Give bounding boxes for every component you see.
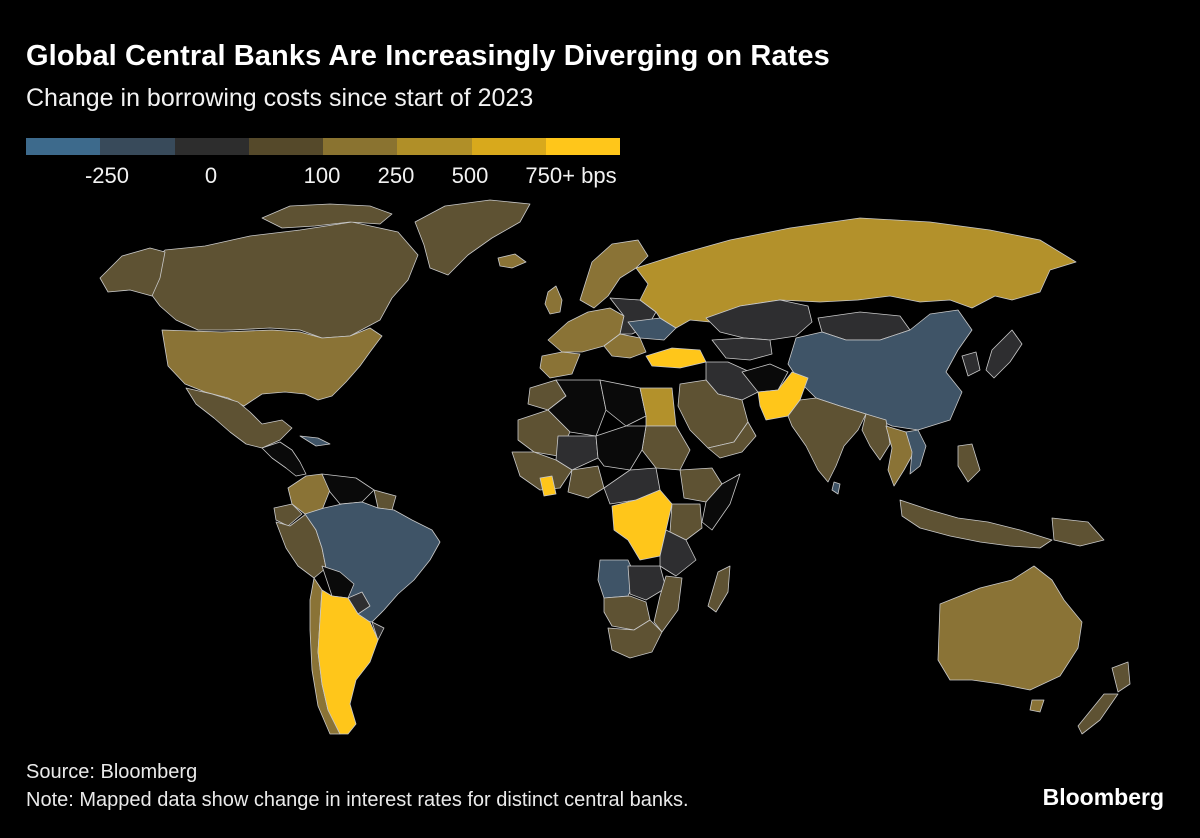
region-egypt <box>639 387 677 427</box>
region-sri-lanka <box>831 481 841 495</box>
region-arctic-islands <box>261 203 393 229</box>
region-mali <box>555 435 599 471</box>
region-south-africa <box>607 619 663 659</box>
legend-label-zero: 0 <box>204 163 218 188</box>
region-turkey <box>645 347 707 369</box>
region-uruguay <box>371 621 385 641</box>
region-philippines <box>957 443 981 483</box>
legend-label-100: 100 <box>303 163 341 188</box>
legend-swatch-8 <box>545 138 620 155</box>
region-central-america <box>261 441 307 477</box>
region-tanzania <box>659 529 697 577</box>
region-russia <box>635 217 1077 329</box>
region-canada <box>141 221 419 339</box>
region-libya <box>599 379 647 427</box>
region-iberia <box>539 351 581 379</box>
region-nigeria <box>567 465 605 499</box>
region-vietnam <box>905 429 927 475</box>
region-australia <box>937 565 1083 691</box>
legend-swatch-5 <box>323 138 398 155</box>
legend-swatch-3 <box>174 138 249 155</box>
region-balkans <box>603 333 647 359</box>
region-afghanistan <box>741 363 789 393</box>
chart-title: Global Central Banks Are Increasingly Di… <box>26 40 830 72</box>
region-bolivia <box>321 565 355 599</box>
region-ukraine <box>627 317 677 341</box>
legend-label-250: 250 <box>377 163 415 188</box>
legend-labels: -250 0 100 250 500 750+ bps <box>26 163 666 193</box>
region-tasmania <box>1029 699 1045 713</box>
region-zambia <box>627 565 667 601</box>
region-caribbean <box>299 435 331 447</box>
region-chad-niger <box>595 425 647 471</box>
legend-label-500: 500 <box>451 163 489 188</box>
legend-label-750-plus: 750+ bps <box>525 163 617 188</box>
region-madagascar <box>707 565 731 613</box>
region-uk <box>544 285 563 315</box>
region-indonesia <box>899 499 1053 549</box>
legend-swatch-7 <box>471 138 546 155</box>
region-alaska <box>99 247 166 297</box>
footnote: Note: Mapped data show change in interes… <box>26 789 689 811</box>
region-greenland <box>414 199 531 276</box>
region-west-africa-coast <box>511 451 573 491</box>
region-ghana <box>539 475 557 497</box>
region-yemen-oman <box>707 421 757 459</box>
legend-swatch-2 <box>100 138 175 155</box>
region-japan <box>985 329 1023 379</box>
region-somalia <box>701 473 741 531</box>
legend-swatch-1 <box>26 138 101 155</box>
region-venezuela <box>321 473 375 505</box>
region-sudan <box>641 425 691 471</box>
region-iceland <box>497 253 527 269</box>
region-new-zealand <box>1111 661 1131 693</box>
region-central-asia <box>711 337 773 361</box>
legend-label-minus250: -250 <box>84 163 130 188</box>
region-korea <box>961 351 981 377</box>
region-kenya <box>669 503 703 541</box>
region-guianas <box>373 489 397 511</box>
region-papua <box>1051 517 1105 547</box>
legend-swatch-6 <box>397 138 472 155</box>
legend-color-scale <box>26 138 620 155</box>
region-india <box>787 397 867 483</box>
region-mexico <box>185 387 293 449</box>
legend-swatch-4 <box>248 138 323 155</box>
region-new-zealand-south <box>1077 693 1119 735</box>
region-ecuador <box>273 503 303 527</box>
source-note: Source: Bloomberg <box>26 761 198 783</box>
world-map <box>99 199 1131 735</box>
region-scandinavia <box>579 239 649 309</box>
region-kazakhstan <box>705 299 813 341</box>
region-argentina <box>317 589 379 735</box>
bloomberg-logo: Bloomberg <box>1042 784 1164 810</box>
chart-subtitle: Change in borrowing costs since start of… <box>26 84 534 112</box>
region-myanmar <box>861 413 891 461</box>
